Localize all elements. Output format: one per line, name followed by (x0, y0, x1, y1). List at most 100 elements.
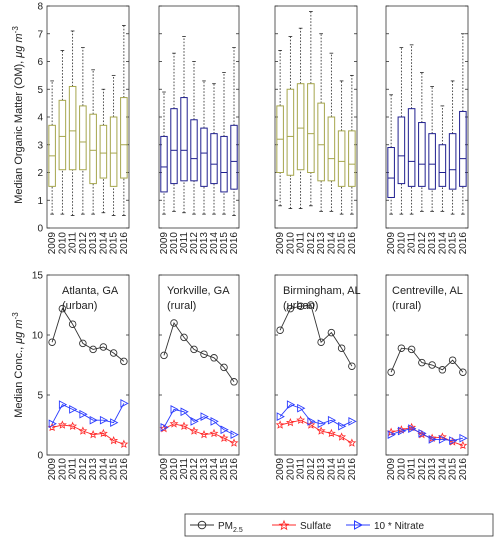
top-year-tick-p2-2015: 2015 (219, 232, 230, 255)
bottom-year-tick-p2-2016: 2016 (229, 458, 240, 481)
bottom-p2-pm25-point-2012 (190, 345, 198, 354)
bottom-p1-nitrate-point-2012 (79, 409, 88, 419)
bottom-p1-pm25-point-2013 (89, 345, 97, 354)
bottom-year-tick-p1-2014: 2014 (98, 458, 109, 481)
top-p2-2011-box (180, 97, 188, 182)
bottom-p4-pm25-point-2015 (448, 356, 457, 364)
legend-sulfate-label: Sulfate (300, 521, 332, 532)
legend-pm-label: PM2.5 (218, 521, 243, 534)
bottom-panel-frame-4 (385, 274, 469, 456)
bottom-p4-nitrate-point-2011 (408, 424, 417, 433)
bottom-p2-nitrate-point-2015 (220, 425, 229, 435)
bottom-p4-nitrate-point-2009 (387, 430, 396, 439)
bottom-p2-pm25-point-2013 (200, 350, 208, 358)
top-year-tick-p1-2015: 2015 (109, 232, 120, 255)
top-p1-2013-box (89, 113, 97, 185)
bottom-p3-sulfate-point-2009 (275, 420, 285, 429)
bottom-p2-sulfate-point-2014 (209, 428, 219, 438)
top-year-tick-p2-2012: 2012 (189, 232, 200, 255)
bottom-p2-nitrate-point-2012 (190, 417, 199, 426)
bottom-p1-pm25-line (51, 307, 125, 362)
top-year-tick-p4-2009: 2009 (386, 232, 397, 255)
site-type-1: (urban) (62, 300, 97, 312)
top-year-tick-p3-2014: 2014 (326, 232, 337, 255)
bottom-ytick-label-5: 5 (37, 391, 43, 402)
top-p4-2016-box (459, 110, 467, 187)
top-year-tick-p3-2010: 2010 (285, 232, 296, 255)
site-type-4: (rural) (392, 300, 421, 312)
bottom-p4-pm25-point-2013 (428, 361, 436, 369)
bottom-year-tick-p1-2015: 2015 (109, 458, 120, 481)
bottom-year-tick-p3-2010: 2010 (285, 458, 296, 481)
bottom-p1-sulfate-point-2011 (68, 421, 78, 430)
bottom-p4-pm25-point-2010 (397, 344, 406, 352)
bottom-p4-pm25-point-2009 (387, 368, 395, 376)
top-p1-2014-box (99, 124, 108, 179)
top-year-tick-p3-2012: 2012 (306, 232, 317, 255)
top-p2-2009-box (160, 135, 168, 193)
bottom-p2-sulfate-point-2013 (199, 429, 209, 439)
top-p1-2015-box (109, 116, 118, 187)
bottom-ytick-label-10: 10 (32, 331, 44, 342)
bottom-year-tick-p3-2009: 2009 (275, 458, 286, 481)
top-year-tick-p4-2016: 2016 (458, 232, 469, 255)
bottom-p2-nitrate-point-2016 (230, 430, 239, 439)
top-year-tick-p3-2013: 2013 (316, 232, 327, 255)
top-p4-2014-box (438, 144, 447, 187)
bottom-year-tick-p4-2016: 2016 (458, 458, 469, 481)
bottom-p3-pm25-point-2011 (296, 302, 305, 310)
bottom-p3-sulfate-point-2010 (285, 417, 295, 427)
site-type-3: (urban) (283, 300, 318, 312)
top-p1-2010-box (58, 99, 67, 171)
bottom-p2-pm25-point-2014 (210, 354, 218, 362)
bottom-p2-pm25-point-2015 (220, 363, 228, 372)
top-year-tick-p2-2016: 2016 (229, 232, 240, 255)
bottom-year-tick-p3-2016: 2016 (347, 458, 358, 481)
top-p1-2016-box (120, 97, 128, 179)
top-p3-2016-box (348, 130, 356, 187)
top-p4-2013-box (428, 133, 436, 190)
top-year-tick-p2-2009: 2009 (159, 232, 170, 255)
bottom-p4-nitrate-point-2014 (438, 435, 448, 444)
top-p2-2016-box (230, 124, 238, 190)
bottom-p3-pm25-point-2009 (276, 326, 284, 334)
top-p1-2011-box (68, 85, 77, 171)
bottom-p1-sulfate-point-2016 (119, 439, 129, 448)
bottom-p2-pm25-point-2009 (160, 351, 168, 360)
top-year-tick-p1-2013: 2013 (88, 232, 99, 255)
bottom-year-tick-p2-2010: 2010 (169, 458, 180, 481)
bottom-year-tick-p4-2009: 2009 (386, 458, 397, 481)
bottom-p1-sulfate-point-2010 (57, 420, 67, 429)
bottom-panel-frame-3 (274, 274, 358, 456)
bottom-p2-nitrate-point-2009 (160, 423, 169, 432)
bottom-year-tick-p2-2009: 2009 (159, 458, 170, 481)
bottom-p1-pm25-point-2009 (48, 338, 56, 346)
bottom-year-tick-p2-2014: 2014 (209, 458, 220, 481)
bottom-p3-nitrate-point-2009 (276, 412, 285, 421)
bottom-p2-nitrate-point-2013 (200, 412, 209, 421)
bottom-p4-pm25-point-2011 (407, 345, 416, 354)
top-p3-2011-box (296, 83, 305, 171)
bottom-p4-pm25-point-2012 (418, 358, 426, 367)
top-p4-2011-box (407, 108, 416, 187)
legend-nitrate-label: 10 * Nitrate (374, 521, 424, 532)
top-p3-2015-box (337, 130, 346, 187)
bottom-year-tick-p2-2012: 2012 (189, 458, 200, 481)
bottom-p3-nitrate-point-2014 (327, 415, 337, 425)
bottom-p1-nitrate-point-2014 (99, 415, 109, 425)
bottom-p1-pm25-point-2012 (79, 339, 87, 348)
bottom-p2-sulfate-point-2016 (229, 438, 239, 447)
bottom-year-tick-p3-2012: 2012 (306, 458, 317, 481)
top-p4-2010-box (397, 116, 406, 185)
site-type-2: (rural) (167, 300, 196, 312)
top-p2-2012-box (190, 119, 198, 182)
bottom-year-tick-p3-2011: 2011 (296, 458, 307, 480)
bottom-year-tick-p1-2016: 2016 (119, 458, 130, 481)
bottom-year-tick-p3-2013: 2013 (316, 458, 327, 481)
top-p2-2015-box (220, 135, 228, 193)
bottom-panel-frame-1 (46, 274, 130, 456)
bottom-y-axis-label: Median Conc., μg m-3 (11, 312, 26, 418)
bottom-year-tick-p1-2011: 2011 (68, 458, 79, 480)
bottom-p4-nitrate-point-2015 (449, 436, 458, 445)
